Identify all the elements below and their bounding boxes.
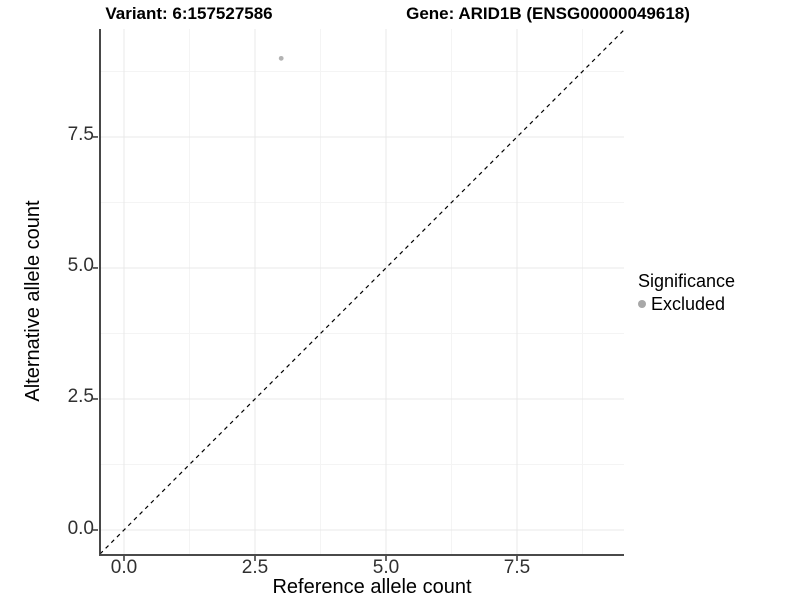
excluded-point-icon [638,300,646,308]
data-point [278,55,284,61]
plot-panel [93,29,625,561]
x-tick-label: 0.0 [110,557,138,578]
legend-entry-label: Excluded [651,294,726,314]
plot-title-variant: Variant: 6:157527586 [105,4,273,23]
x-axis-title: Reference allele count [272,576,472,598]
y-tick-label: 7.5 [67,124,94,145]
y-tick-label: 2.5 [67,386,94,407]
legend-entry-excluded: Excluded [638,293,735,315]
x-tick-label: 7.5 [503,557,531,578]
x-tick-label: 2.5 [241,557,269,578]
y-tick-label: 5.0 [67,255,94,276]
plot-panel-svg [93,29,625,561]
legend: Significance Excluded [638,270,735,315]
plot-title-gene: Gene: ARID1B (ENSG00000049618) [406,4,690,23]
y-axis-title: Alternative allele count [22,200,44,402]
y-tick-label: 0.0 [67,518,94,539]
legend-title: Significance [638,271,736,291]
x-tick-label: 5.0 [372,557,400,578]
identity-line [99,29,625,555]
